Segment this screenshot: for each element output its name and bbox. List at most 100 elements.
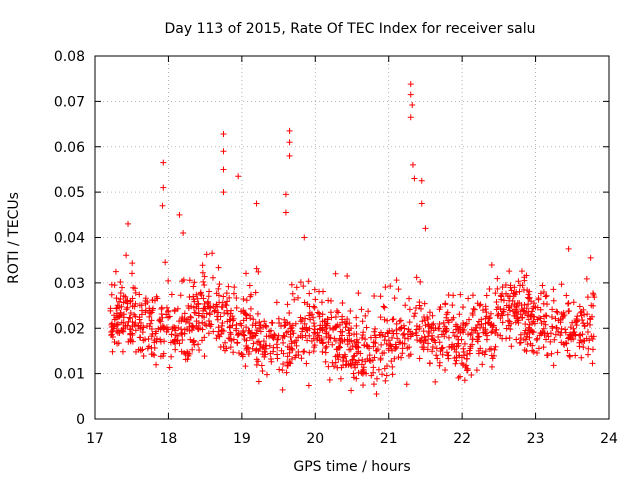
- data-point: [399, 331, 406, 338]
- data-point: [465, 331, 472, 338]
- data-point: [372, 334, 379, 341]
- data-point: [270, 348, 277, 355]
- data-point: [568, 336, 575, 343]
- data-point: [172, 324, 179, 331]
- data-point: [516, 288, 523, 295]
- data-point: [195, 341, 202, 348]
- data-point: [189, 346, 196, 353]
- data-point: [222, 347, 229, 354]
- data-point: [209, 274, 216, 281]
- data-point: [235, 173, 242, 180]
- data-point: [395, 354, 402, 361]
- data-point: [483, 313, 490, 320]
- data-point: [157, 326, 164, 333]
- data-point: [525, 291, 532, 298]
- data-point: [565, 300, 572, 307]
- data-point: [454, 340, 461, 347]
- data-point: [303, 360, 310, 367]
- data-point: [329, 359, 336, 366]
- data-point: [515, 319, 522, 326]
- data-point: [284, 353, 291, 360]
- data-point: [230, 317, 237, 324]
- data-point: [310, 348, 317, 355]
- data-point: [580, 344, 587, 351]
- data-point: [256, 325, 263, 332]
- data-point: [178, 330, 185, 337]
- data-point: [300, 283, 307, 290]
- data-point: [314, 309, 321, 316]
- data-point: [286, 127, 293, 134]
- y-tick-label: 0.06: [54, 140, 85, 156]
- data-point: [171, 307, 178, 313]
- data-point: [191, 298, 198, 305]
- data-point: [199, 337, 206, 344]
- data-point: [167, 339, 174, 346]
- data-point: [127, 315, 134, 322]
- data-point: [371, 354, 378, 361]
- data-point: [240, 296, 247, 303]
- data-point: [455, 374, 462, 381]
- data-point: [349, 357, 356, 364]
- data-point: [565, 300, 572, 307]
- data-point: [433, 345, 440, 352]
- data-point: [323, 343, 330, 350]
- data-point: [513, 304, 520, 311]
- data-point: [495, 311, 502, 318]
- data-point: [289, 290, 296, 297]
- data-point: [510, 308, 517, 315]
- data-point: [181, 315, 188, 322]
- data-point: [453, 348, 460, 355]
- data-point: [188, 303, 195, 310]
- data-point: [138, 347, 145, 354]
- data-point: [203, 251, 210, 258]
- data-point: [142, 336, 149, 343]
- data-point: [220, 343, 227, 350]
- data-point: [500, 308, 507, 315]
- data-point: [578, 354, 585, 361]
- data-point: [153, 361, 160, 368]
- data-point: [443, 349, 450, 356]
- data-point: [530, 348, 537, 355]
- data-point: [314, 334, 321, 341]
- data-point: [297, 279, 304, 286]
- data-point: [358, 361, 365, 368]
- data-point: [163, 311, 170, 318]
- data-point: [469, 311, 476, 318]
- data-point: [261, 349, 268, 356]
- data-point: [322, 322, 329, 329]
- data-point: [587, 315, 594, 322]
- data-point: [116, 298, 123, 305]
- data-point: [289, 346, 296, 353]
- data-point: [484, 332, 491, 339]
- data-point: [505, 317, 512, 324]
- data-point: [443, 325, 450, 332]
- data-point: [142, 295, 149, 302]
- data-point: [148, 351, 155, 358]
- data-point: [520, 307, 527, 314]
- data-point: [319, 324, 326, 331]
- data-point: [474, 330, 481, 337]
- data-point: [580, 306, 587, 313]
- data-point: [378, 341, 385, 348]
- data-point: [242, 363, 249, 370]
- data-point: [450, 329, 457, 336]
- data-point: [381, 349, 388, 356]
- data-point: [220, 131, 227, 138]
- data-point: [225, 335, 232, 342]
- data-point: [416, 337, 423, 344]
- data-point: [417, 305, 424, 312]
- data-point: [165, 307, 172, 314]
- data-point: [398, 354, 405, 361]
- data-point: [288, 356, 295, 363]
- data-point: [408, 331, 415, 338]
- data-point: [405, 335, 412, 342]
- data-point: [249, 345, 256, 352]
- data-point: [476, 333, 483, 340]
- data-point: [301, 234, 308, 241]
- data-point: [457, 324, 464, 331]
- data-point: [257, 328, 264, 335]
- data-point: [290, 330, 297, 337]
- data-point: [267, 332, 274, 339]
- data-point: [359, 334, 366, 341]
- data-point: [377, 314, 384, 321]
